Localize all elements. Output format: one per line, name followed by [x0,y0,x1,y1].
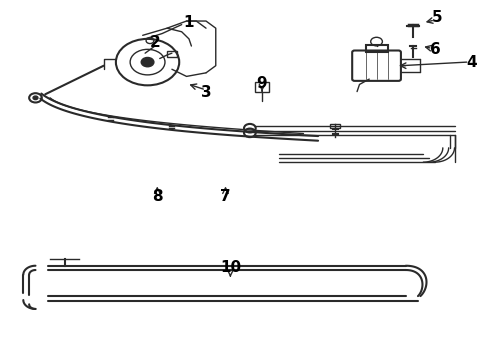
Text: 2: 2 [149,35,160,50]
Text: 9: 9 [257,76,268,91]
Text: 10: 10 [220,260,241,275]
Text: 5: 5 [432,10,443,25]
Text: 3: 3 [201,85,211,100]
Text: 6: 6 [430,42,441,57]
Circle shape [141,58,154,67]
Text: 8: 8 [152,189,163,203]
Circle shape [33,96,38,100]
Bar [255,82,270,93]
Text: 4: 4 [466,55,477,69]
Bar [366,45,388,52]
Bar [167,51,177,57]
Text: 1: 1 [184,15,194,30]
Text: 7: 7 [220,189,231,203]
Bar [330,124,340,128]
